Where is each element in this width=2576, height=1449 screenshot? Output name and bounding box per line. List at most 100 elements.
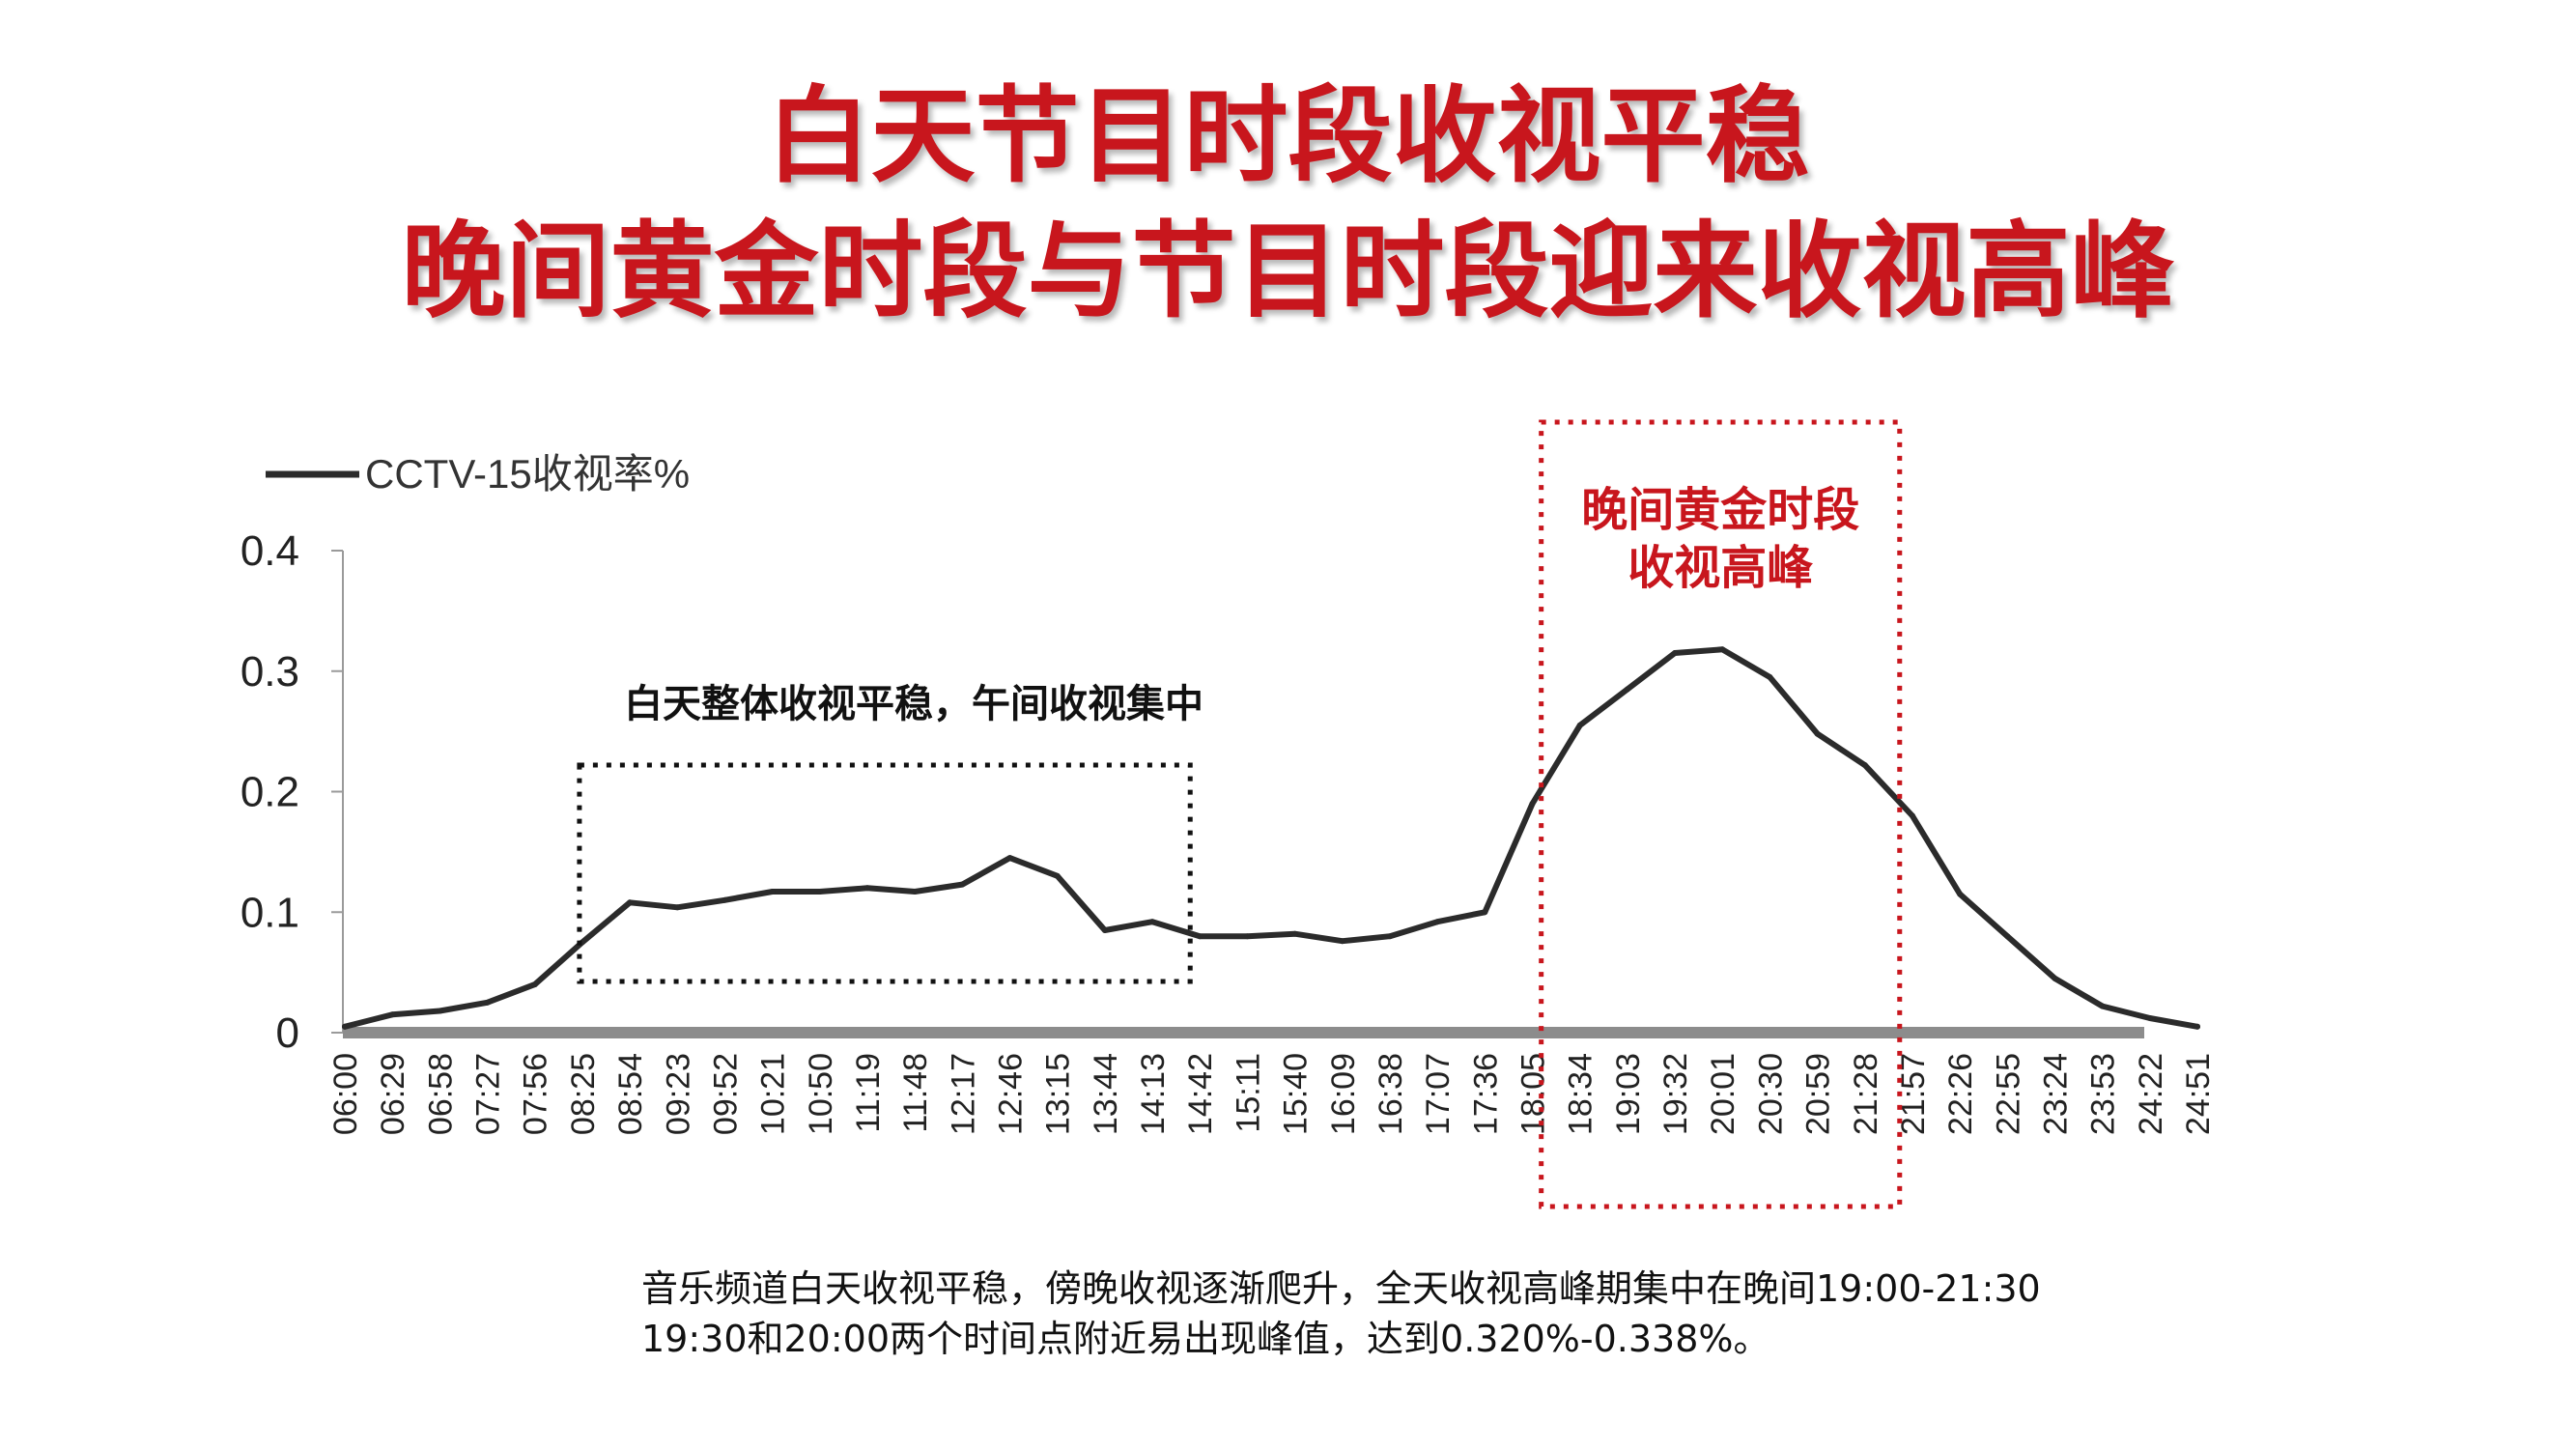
x-tick-label: 12:46 xyxy=(993,1053,1030,1135)
data-point xyxy=(1719,646,1726,653)
data-point xyxy=(389,1011,396,1018)
legend-label: CCTV-15收视率% xyxy=(365,451,690,497)
legend: CCTV-15收视率% xyxy=(266,451,690,497)
caption-line1: 音乐频道白天收视平稳，傍晚收视逐渐爬升，全天收视高峰期集中在晚间19:00-21… xyxy=(641,1267,2041,1310)
x-tick-label: 16:38 xyxy=(1373,1053,1409,1135)
x-tick-label: 23:53 xyxy=(2085,1053,2122,1135)
data-point xyxy=(1197,933,1203,940)
y-tick-label: 0.4 xyxy=(241,527,299,575)
data-point xyxy=(1339,938,1345,945)
data-point xyxy=(627,899,634,906)
data-point xyxy=(1434,919,1441,925)
x-tick-label: 17:07 xyxy=(1420,1053,1457,1135)
x-tick-label: 13:44 xyxy=(1088,1053,1124,1135)
x-tick-label: 08:54 xyxy=(612,1053,649,1135)
x-axis-band xyxy=(343,1027,2144,1038)
y-tick-label: 0 xyxy=(276,1009,299,1057)
data-point xyxy=(1576,722,1583,728)
data-point xyxy=(1814,730,1821,737)
data-point xyxy=(1909,812,1915,819)
x-tick-label: 21:28 xyxy=(1848,1053,1884,1135)
x-tick-label: 24:22 xyxy=(2133,1053,2169,1135)
x-tick-label: 08:25 xyxy=(565,1053,602,1135)
x-tick-label: 22:26 xyxy=(1942,1053,1979,1135)
data-point xyxy=(1054,872,1061,879)
data-point xyxy=(2194,1023,2201,1030)
x-tick-label: 07:56 xyxy=(518,1053,554,1135)
x-tick-label: 16:09 xyxy=(1325,1053,1362,1135)
x-tick-label: 20:59 xyxy=(1800,1053,1837,1135)
x-tick-label: 14:13 xyxy=(1135,1053,1172,1135)
data-point xyxy=(1482,909,1488,916)
x-tick-label: 09:23 xyxy=(660,1053,696,1135)
data-point xyxy=(2099,1003,2106,1009)
x-tick-label: 13:15 xyxy=(1040,1053,1077,1135)
x-tick-label: 20:01 xyxy=(1705,1053,1741,1135)
data-point xyxy=(1957,891,1964,897)
x-tick-label: 12:17 xyxy=(945,1053,981,1135)
data-point xyxy=(674,904,681,911)
data-point xyxy=(2004,933,2011,940)
x-tick-label: 09:52 xyxy=(707,1053,744,1135)
data-point xyxy=(1672,650,1679,657)
data-point xyxy=(484,999,491,1006)
x-tick-label: 07:27 xyxy=(470,1053,507,1135)
data-point xyxy=(1006,855,1013,862)
y-tick-label: 0.1 xyxy=(241,889,299,936)
data-point xyxy=(769,889,776,895)
data-point xyxy=(1149,919,1156,925)
data-point xyxy=(1861,762,1868,769)
x-tick-label: 23:24 xyxy=(2037,1053,2074,1135)
series-line-cctv15 xyxy=(342,646,2200,1030)
x-tick-label: 10:50 xyxy=(803,1053,839,1135)
x-tick-label: 06:00 xyxy=(327,1053,364,1135)
x-tick-label: 20:30 xyxy=(1752,1053,1789,1135)
daytime-annotation-text: 白天整体收视平稳，午间收视集中 xyxy=(624,682,1203,726)
x-tick-label: 19:32 xyxy=(1657,1053,1694,1135)
data-point xyxy=(1529,800,1536,807)
x-tick-label: 06:58 xyxy=(422,1053,459,1135)
evening-peak-text-line2: 收视高峰 xyxy=(1628,541,1813,595)
x-tick-label: 19:03 xyxy=(1610,1053,1647,1135)
x-tick-label: 15:40 xyxy=(1278,1053,1315,1135)
data-point xyxy=(1244,933,1251,940)
data-point xyxy=(531,981,538,988)
x-tick-label: 18:05 xyxy=(1515,1053,1552,1135)
x-tick-label: 24:51 xyxy=(2180,1053,2217,1135)
x-tick-label: 18:34 xyxy=(1563,1053,1599,1135)
y-tick-label: 0.3 xyxy=(241,648,299,696)
series-points xyxy=(342,646,2201,1030)
data-point xyxy=(437,1008,443,1014)
data-point xyxy=(1386,933,1393,940)
daytime-annotation-box xyxy=(577,762,1193,984)
data-point xyxy=(2146,1015,2153,1022)
x-tick-label: 06:29 xyxy=(375,1053,411,1135)
data-point xyxy=(959,881,966,888)
data-point xyxy=(863,885,870,892)
data-point xyxy=(1291,930,1298,937)
slide-title-line1: 白天节目时段收视平稳 xyxy=(766,76,1810,197)
data-point xyxy=(722,896,728,903)
x-tick-label: 14:42 xyxy=(1182,1053,1219,1135)
x-tick-labels: 06:00 06:29 06:58 07:27 07:56 08:25 08:54 09:23… xyxy=(327,1053,2217,1135)
x-tick-label: 11:48 xyxy=(897,1053,934,1133)
evening-peak-text-line1: 晚间黄金时段 xyxy=(1581,483,1859,537)
data-point xyxy=(2052,975,2058,981)
x-tick-label: 11:19 xyxy=(850,1053,887,1133)
data-point xyxy=(342,1023,348,1030)
data-point xyxy=(1767,673,1773,680)
data-point xyxy=(1101,926,1108,933)
evening-peak-box xyxy=(1539,419,1903,1209)
data-point xyxy=(912,889,919,895)
slide-title-line2: 晚间黄金时段与节目时段迎来收视高峰 xyxy=(401,212,2175,332)
x-tick-label: 15:11 xyxy=(1230,1053,1266,1133)
x-tick-label: 17:36 xyxy=(1467,1053,1504,1135)
x-tick-label: 22:55 xyxy=(1990,1053,2026,1135)
y-tick-label: 0.2 xyxy=(241,769,299,816)
data-point xyxy=(1624,686,1630,693)
data-point xyxy=(816,889,823,895)
y-tick-labels: 0 0.1 0.2 0.3 0.4 xyxy=(241,527,343,1057)
x-tick-label: 10:21 xyxy=(755,1053,792,1135)
caption-line2: 19:30和20:00两个时间点附近易出现峰值，达到0.320%-0.338%。 xyxy=(641,1318,1770,1360)
